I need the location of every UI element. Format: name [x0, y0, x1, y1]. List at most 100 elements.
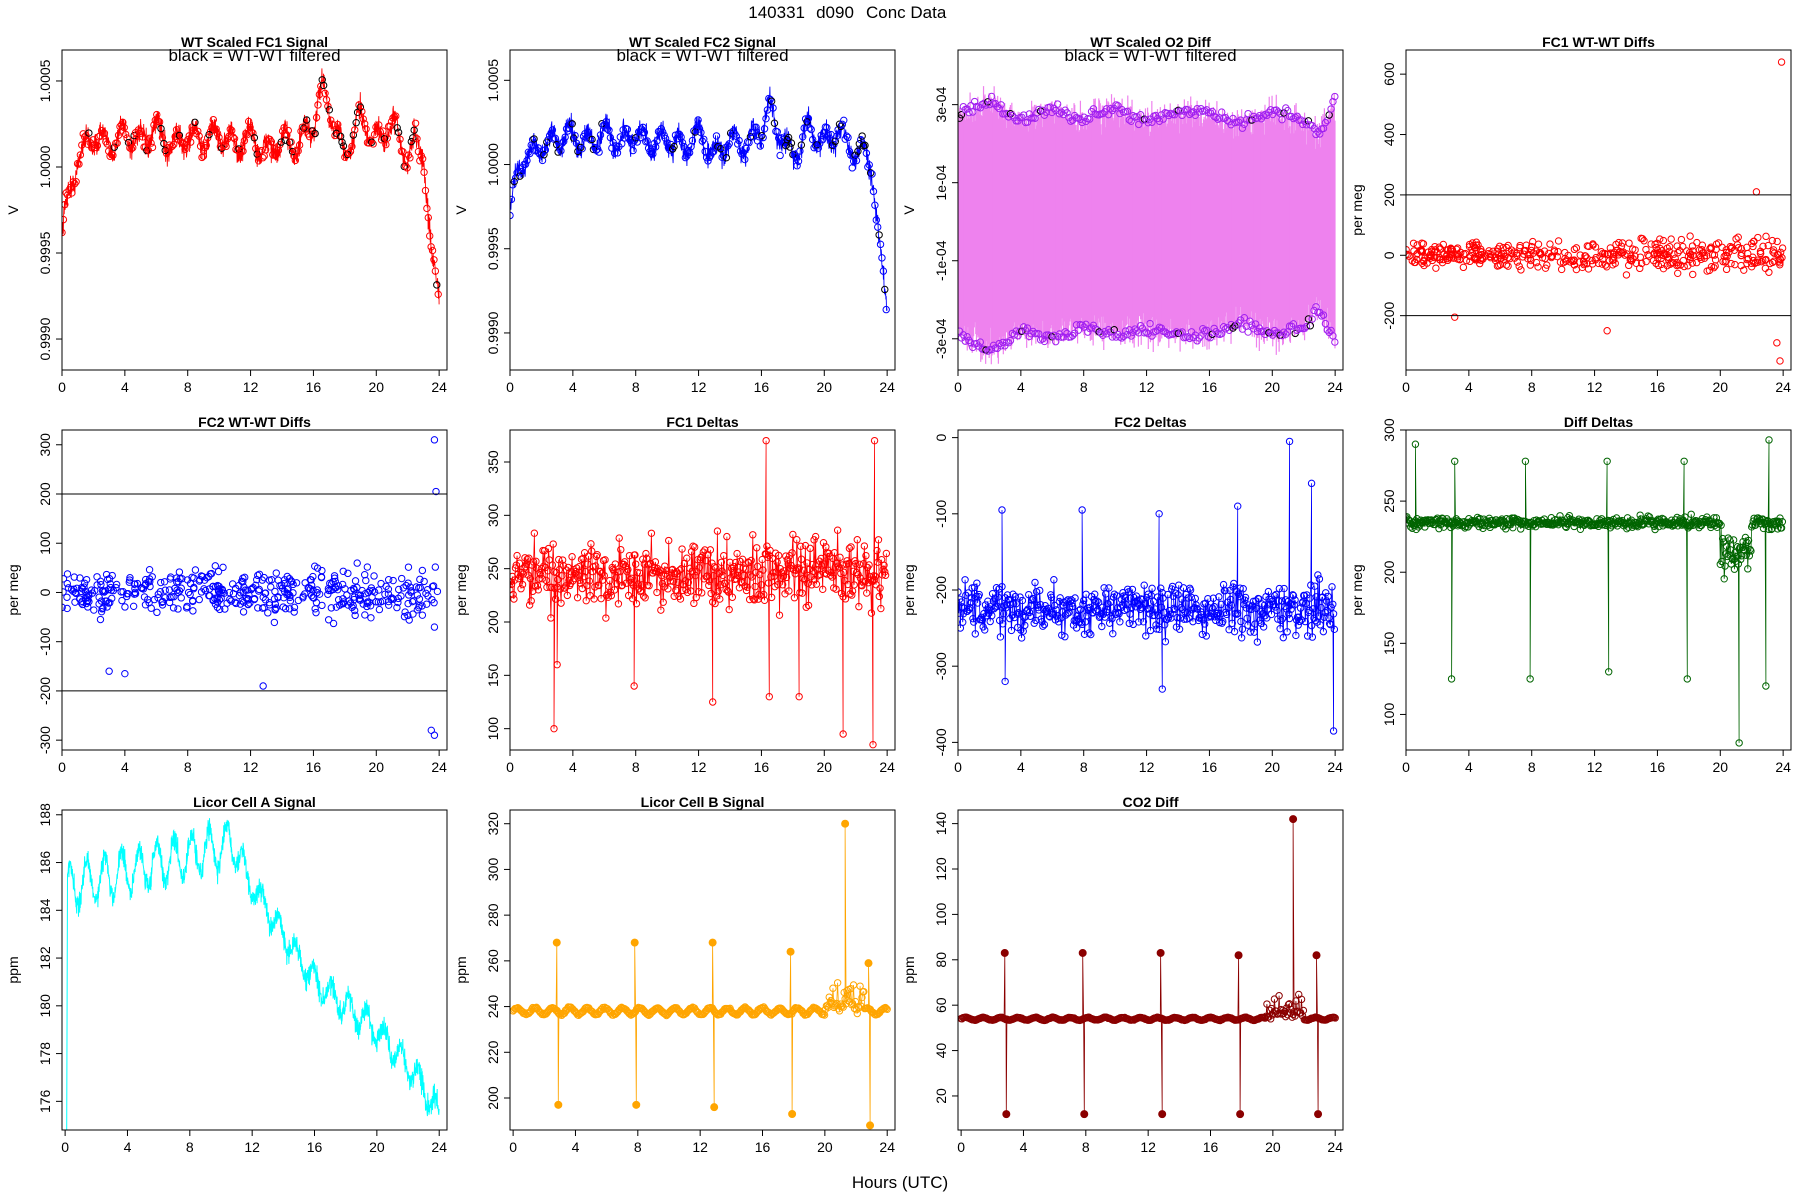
x-tick-label: 20	[1712, 379, 1728, 395]
signal-point	[520, 1009, 529, 1017]
signal-point	[756, 142, 765, 150]
signal-point	[62, 200, 69, 209]
delta-point	[551, 595, 560, 603]
delta-point	[1234, 609, 1242, 617]
signal-point	[864, 163, 872, 171]
signal-point	[660, 131, 668, 139]
signal-point	[879, 267, 888, 275]
delta-point	[1239, 585, 1247, 593]
delta-point	[1165, 607, 1174, 615]
signal-point	[680, 142, 688, 151]
diff-point	[1418, 239, 1426, 247]
delta-point	[1747, 547, 1755, 555]
delta-point	[1303, 632, 1312, 640]
x-tick-label: 8	[184, 759, 192, 775]
upper-point	[1238, 124, 1247, 132]
lower-point	[1048, 333, 1056, 341]
diff-point	[96, 577, 105, 586]
signal-point	[431, 267, 440, 275]
delta-point	[515, 559, 524, 567]
signal-point	[315, 90, 324, 99]
diff-point	[1642, 245, 1650, 254]
diff-point	[1756, 249, 1765, 257]
diff-point	[175, 568, 184, 576]
diff-point	[265, 601, 274, 609]
diff-point	[1636, 253, 1645, 261]
diff-point	[250, 595, 259, 603]
delta-point	[1098, 622, 1106, 631]
diff-point	[1727, 259, 1735, 268]
diff-point	[1534, 240, 1543, 248]
lower-point	[1101, 327, 1109, 336]
delta-point	[651, 558, 660, 566]
signal-point	[284, 126, 292, 135]
delta-point	[1237, 634, 1246, 642]
delta-point	[1014, 608, 1023, 617]
y-tick-label: 300	[37, 433, 53, 457]
lower-point	[1118, 334, 1126, 342]
lower-point	[1202, 326, 1211, 334]
delta-point	[847, 543, 855, 551]
diff-point	[1553, 252, 1561, 261]
delta-point	[610, 586, 619, 594]
lower-point	[1323, 326, 1331, 334]
delta-point	[1076, 618, 1084, 626]
delta-point	[876, 584, 884, 592]
delta-point	[628, 574, 636, 582]
delta-point	[566, 579, 575, 588]
diff-point	[1412, 251, 1421, 259]
delta-point	[1050, 576, 1058, 584]
delta-point	[1320, 613, 1328, 621]
signal-point	[338, 138, 346, 146]
delta-point	[642, 549, 650, 558]
diff-point	[141, 581, 150, 589]
upper-point	[1078, 118, 1086, 127]
upper-point	[1074, 114, 1083, 122]
diff-point	[292, 579, 301, 587]
delta-point	[1735, 739, 1743, 747]
delta-point	[1255, 595, 1263, 603]
diff-point	[1413, 255, 1421, 264]
delta-point	[657, 571, 666, 580]
delta-point	[808, 581, 816, 589]
diff-point	[1435, 255, 1444, 264]
delta-point	[1285, 437, 1294, 446]
diff-point	[363, 599, 371, 607]
diff-point	[1604, 250, 1612, 258]
diff-point	[1761, 264, 1770, 273]
signal-point	[808, 135, 817, 144]
diff-point	[1502, 243, 1511, 252]
delta-point	[1603, 457, 1611, 465]
delta-point	[767, 593, 776, 602]
diff-point	[1557, 265, 1566, 274]
delta-point	[638, 581, 646, 589]
x-tick-label: 0	[58, 759, 66, 775]
lower-point	[1306, 322, 1315, 330]
signal-point	[862, 149, 871, 157]
lower-point	[1197, 332, 1205, 340]
diff-point	[1580, 259, 1589, 267]
panel-frame	[957, 429, 1344, 751]
diff-point	[165, 586, 174, 594]
signal-point	[866, 169, 875, 177]
delta-point	[617, 545, 625, 554]
x-tick-label: 8	[634, 1139, 642, 1155]
signal-point	[138, 133, 147, 141]
signal-point	[829, 984, 837, 992]
delta-point	[875, 592, 883, 601]
diff-point	[289, 580, 297, 589]
signal-point	[215, 133, 223, 142]
delta-point	[806, 544, 814, 553]
upper-point	[1089, 105, 1098, 113]
panel-annotation: black = WT-WT filtered	[616, 46, 788, 65]
diff-point	[123, 590, 131, 598]
signal-point	[212, 125, 220, 133]
delta-point	[631, 551, 639, 559]
delta-point	[774, 581, 782, 589]
signal-point	[700, 135, 708, 143]
delta-point	[844, 559, 853, 568]
signal-point	[324, 102, 332, 110]
upper-point	[986, 100, 994, 109]
y-tick-label: 186	[37, 851, 53, 875]
